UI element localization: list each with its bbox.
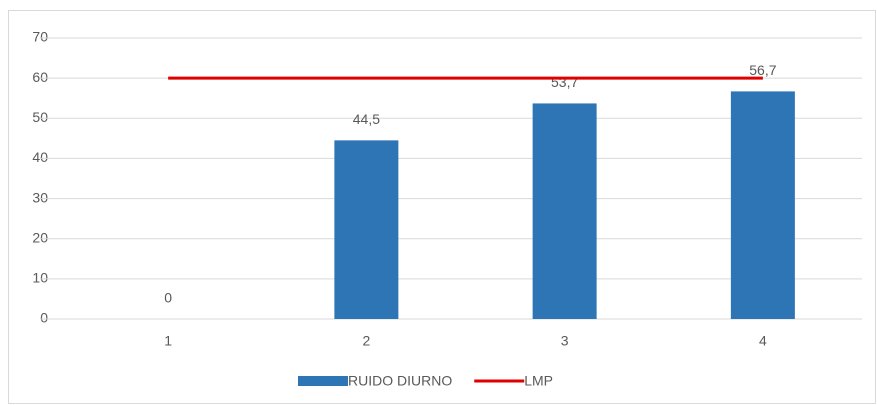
data-label: 0 bbox=[164, 290, 172, 306]
legend-label: RUIDO DIURNO bbox=[348, 373, 452, 389]
y-tick-label: 0 bbox=[40, 310, 48, 326]
y-tick-label: 30 bbox=[32, 189, 48, 205]
bar bbox=[334, 140, 399, 319]
y-tick-label: 60 bbox=[32, 69, 48, 85]
legend-label: LMP bbox=[524, 373, 553, 389]
x-tick-label: 2 bbox=[362, 333, 370, 349]
y-tick-label: 50 bbox=[32, 109, 48, 125]
bar bbox=[730, 91, 795, 319]
y-tick-label: 10 bbox=[32, 270, 48, 286]
x-tick-label: 1 bbox=[164, 333, 172, 349]
bar bbox=[532, 103, 597, 319]
x-tick-label: 3 bbox=[561, 333, 569, 349]
y-tick-label: 20 bbox=[32, 229, 48, 245]
x-tick-label: 4 bbox=[759, 333, 767, 349]
data-label: 44,5 bbox=[353, 111, 380, 127]
legend-swatch bbox=[298, 376, 348, 386]
data-label: 56,7 bbox=[749, 62, 776, 78]
y-tick-label: 40 bbox=[32, 149, 48, 165]
y-tick-label: 70 bbox=[32, 29, 48, 45]
data-label: 53,7 bbox=[551, 74, 578, 90]
